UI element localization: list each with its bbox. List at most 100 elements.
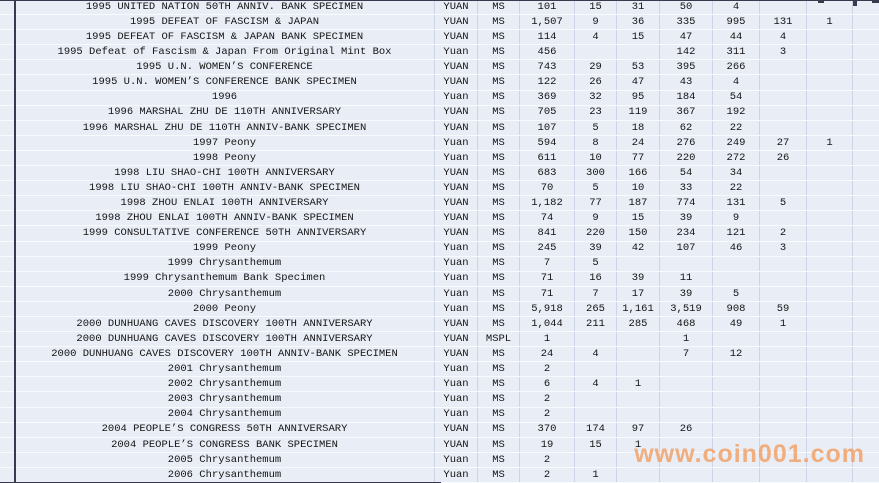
grade-cell[interactable]: MS: [478, 120, 520, 135]
count-cell-3[interactable]: 166: [617, 166, 660, 181]
count-cell-2[interactable]: 15: [575, 437, 617, 452]
count-cell-2[interactable]: [575, 392, 617, 407]
description-cell[interactable]: 2004 Chrysanthemum: [15, 407, 435, 422]
count-cell-2[interactable]: [575, 362, 617, 377]
count-cell-1[interactable]: 70: [520, 181, 575, 196]
denomination-cell[interactable]: YUAN: [435, 422, 478, 437]
count-cell-3[interactable]: 1: [617, 437, 660, 452]
denomination-cell[interactable]: Yuan: [435, 241, 478, 256]
count-cell-3[interactable]: [617, 45, 660, 60]
count-cell-2[interactable]: 77: [575, 196, 617, 211]
count-cell-8[interactable]: [853, 166, 879, 180]
count-cell-1[interactable]: 2: [520, 467, 575, 482]
grade-cell[interactable]: MS: [478, 286, 520, 301]
row-edge-cell[interactable]: [0, 316, 15, 332]
count-cell-7[interactable]: [807, 332, 853, 347]
count-cell-2[interactable]: [575, 332, 617, 347]
count-cell-8[interactable]: [853, 15, 879, 29]
count-cell-5[interactable]: [713, 377, 760, 392]
row-edge-cell[interactable]: [0, 120, 15, 135]
denomination-cell[interactable]: YUAN: [435, 166, 478, 181]
denomination-cell[interactable]: YUAN: [435, 211, 478, 226]
count-cell-8[interactable]: [853, 151, 879, 165]
count-cell-5[interactable]: 4: [713, 75, 760, 90]
count-cell-5[interactable]: 266: [713, 60, 760, 75]
count-cell-7[interactable]: [807, 256, 853, 271]
count-cell-5[interactable]: 4: [713, 0, 760, 15]
count-cell-1[interactable]: 7: [520, 256, 575, 271]
count-cell-5[interactable]: [713, 332, 760, 347]
denomination-cell[interactable]: YUAN: [435, 75, 478, 90]
row-edge-cell[interactable]: [0, 437, 15, 452]
description-cell[interactable]: 1996 MARSHAL ZHU DE 110TH ANNIVERSARY: [15, 105, 435, 120]
count-cell-7[interactable]: 1: [807, 15, 853, 30]
count-cell-8[interactable]: [853, 45, 879, 59]
denomination-cell[interactable]: Yuan: [435, 271, 478, 286]
denomination-cell[interactable]: Yuan: [435, 467, 478, 482]
count-cell-7[interactable]: [807, 377, 853, 392]
count-cell-8[interactable]: [853, 106, 879, 120]
grade-cell[interactable]: MS: [478, 75, 520, 90]
count-cell-2[interactable]: 4: [575, 347, 617, 362]
row-edge-cell[interactable]: [0, 422, 15, 437]
count-cell-5[interactable]: 46: [713, 241, 760, 256]
description-cell[interactable]: 2001 Chrysanthemum: [15, 362, 435, 377]
denomination-cell[interactable]: Yuan: [435, 256, 478, 271]
description-cell[interactable]: 1997 Peony: [15, 135, 435, 150]
description-cell[interactable]: 2004 PEOPLE’S CONGRESS 50TH ANNIVERSARY: [15, 422, 435, 437]
grade-cell[interactable]: MS: [478, 211, 520, 226]
count-cell-1[interactable]: 1,044: [520, 316, 575, 332]
count-cell-5[interactable]: 121: [713, 226, 760, 241]
description-cell[interactable]: 1998 ZHOU ENLAI 100TH ANNIVERSARY: [15, 196, 435, 211]
count-cell-6[interactable]: [760, 75, 807, 90]
count-cell-5[interactable]: 12: [713, 347, 760, 362]
count-cell-2[interactable]: 39: [575, 241, 617, 256]
count-cell-5[interactable]: [713, 362, 760, 377]
count-cell-7[interactable]: [807, 271, 853, 286]
description-cell[interactable]: 1995 DEFEAT OF FASCISM & JAPAN BANK SPEC…: [15, 30, 435, 45]
denomination-cell[interactable]: YUAN: [435, 181, 478, 196]
count-cell-4[interactable]: 26: [660, 422, 713, 437]
count-cell-6[interactable]: [760, 377, 807, 392]
grade-cell[interactable]: MS: [478, 422, 520, 437]
count-cell-3[interactable]: 42: [617, 241, 660, 256]
row-edge-cell[interactable]: [0, 226, 15, 241]
count-cell-2[interactable]: 26: [575, 75, 617, 90]
grade-cell[interactable]: MS: [478, 60, 520, 75]
count-cell-7[interactable]: [807, 422, 853, 437]
grade-cell[interactable]: MS: [478, 30, 520, 45]
description-cell[interactable]: 2000 Chrysanthemum: [15, 286, 435, 301]
count-cell-4[interactable]: [660, 377, 713, 392]
count-cell-7[interactable]: [807, 467, 853, 482]
count-cell-2[interactable]: 1: [575, 467, 617, 482]
count-cell-3[interactable]: [617, 392, 660, 407]
description-cell[interactable]: 1995 DEFEAT OF FASCISM & JAPAN: [15, 15, 435, 30]
grade-cell[interactable]: MS: [478, 256, 520, 271]
count-cell-4[interactable]: 47: [660, 30, 713, 45]
count-cell-3[interactable]: 31: [617, 0, 660, 15]
count-cell-7[interactable]: [807, 30, 853, 45]
count-cell-3[interactable]: 119: [617, 105, 660, 120]
count-cell-4[interactable]: [660, 407, 713, 422]
description-cell[interactable]: 1999 CONSULTATIVE CONFERENCE 50TH ANNIVE…: [15, 226, 435, 241]
grade-cell[interactable]: MS: [478, 45, 520, 60]
count-cell-6[interactable]: [760, 166, 807, 181]
denomination-cell[interactable]: Yuan: [435, 150, 478, 166]
count-cell-4[interactable]: [660, 392, 713, 407]
count-cell-8[interactable]: [853, 272, 879, 286]
grade-cell[interactable]: MSPL: [478, 332, 520, 347]
count-cell-2[interactable]: 4: [575, 30, 617, 45]
count-cell-2[interactable]: 29: [575, 60, 617, 75]
count-cell-6[interactable]: 1: [760, 316, 807, 332]
count-cell-3[interactable]: 53: [617, 60, 660, 75]
grade-cell[interactable]: MS: [478, 196, 520, 211]
row-edge-cell[interactable]: [0, 332, 15, 347]
count-cell-3[interactable]: 150: [617, 226, 660, 241]
denomination-cell[interactable]: Yuan: [435, 301, 478, 316]
count-cell-7[interactable]: [807, 75, 853, 90]
count-cell-6[interactable]: [760, 407, 807, 422]
count-cell-8[interactable]: [853, 60, 879, 74]
description-cell[interactable]: 2002 Chrysanthemum: [15, 377, 435, 392]
count-cell-7[interactable]: [807, 45, 853, 60]
count-cell-3[interactable]: 39: [617, 271, 660, 286]
